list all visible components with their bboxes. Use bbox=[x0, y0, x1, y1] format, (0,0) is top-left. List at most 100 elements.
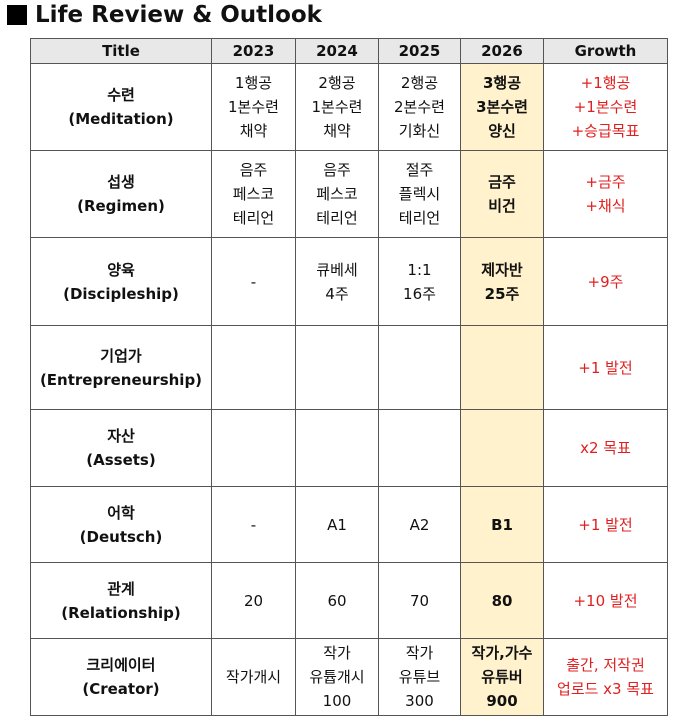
year-2023-cell bbox=[211, 409, 296, 487]
cell-line: 수련 bbox=[107, 86, 135, 104]
cell-line: 1본수련 bbox=[311, 98, 363, 116]
cell-line: 1:1 bbox=[407, 260, 432, 279]
cell-line: 기화신 bbox=[398, 122, 441, 140]
cell-line: 16주 bbox=[403, 284, 436, 303]
row-title-cell: 자산 (Assets) bbox=[30, 409, 212, 487]
cell-line: 2본수련 bbox=[394, 98, 445, 116]
cell-line: (Creator) bbox=[82, 680, 160, 698]
year-2026-cell: B1 bbox=[460, 486, 544, 563]
cell-line: - bbox=[250, 272, 257, 291]
page-heading: Life Review & Outlook bbox=[4, 0, 322, 30]
cell-line: 큐베세 bbox=[316, 260, 358, 279]
year-2024-cell: 작가 유튭개시 100 bbox=[295, 638, 379, 716]
cell-line: (Regimen) bbox=[77, 197, 165, 215]
cell-line: +1 발전 bbox=[578, 358, 633, 377]
cell-line: 채약 bbox=[323, 122, 351, 140]
year-2025-cell: 2행공 2본수련 기화신 bbox=[378, 63, 461, 151]
year-2025-cell: 절주 플렉시 테리언 bbox=[378, 150, 461, 238]
year-2026-cell: 작가,가수 유튜버 900 bbox=[460, 638, 544, 716]
table-row: 크리에이터 (Creator) 작가개시 작가 유튭개시 100 작가 유튜브 300 작가,가수… bbox=[30, 638, 668, 716]
year-2023-cell: 음주 페스코 테리언 bbox=[211, 150, 296, 238]
cell-line: 1본수련 bbox=[228, 98, 279, 116]
year-2025-cell: 1:1 16주 bbox=[378, 237, 461, 326]
row-title-cell: 수련 (Meditation) bbox=[30, 63, 212, 151]
cell-line: x2 목표 bbox=[580, 439, 631, 457]
cell-line: 페스코 bbox=[316, 185, 358, 203]
cell-line: (Meditation) bbox=[68, 110, 174, 128]
row-title-cell: 섭생 (Regimen) bbox=[30, 150, 212, 238]
cell-line: +승급목표 bbox=[571, 122, 640, 140]
cell-line: 80 bbox=[491, 591, 513, 610]
cell-line: (Relationship) bbox=[61, 603, 181, 622]
cell-line: 유튜버 bbox=[481, 668, 523, 686]
cell-line: +1 발전 bbox=[578, 515, 633, 534]
cell-line: 60 bbox=[327, 591, 347, 610]
year-2023-cell: - bbox=[211, 237, 296, 326]
row-title-cell: 크리에이터 (Creator) bbox=[30, 638, 212, 716]
cell-line: 유튜브 bbox=[398, 668, 441, 686]
cell-line: 70 bbox=[409, 591, 430, 610]
growth-cell: +1행공 +1본수련 +승급목표 bbox=[543, 63, 668, 151]
cell-line: +9주 bbox=[587, 272, 624, 291]
cell-line: 작가 bbox=[405, 644, 434, 662]
cell-line: 1행공 bbox=[234, 74, 273, 92]
year-2024-cell bbox=[295, 325, 379, 410]
cell-line: 유튭개시 bbox=[309, 668, 365, 686]
growth-cell: +9주 bbox=[543, 237, 668, 326]
cell-line: 음주 bbox=[323, 161, 351, 179]
growth-cell: +금주 +채식 bbox=[543, 150, 668, 238]
cell-line: (Deutsch) bbox=[79, 527, 163, 546]
table-row: 기업가 (Entrepreneurship) +1 발전 bbox=[30, 325, 668, 410]
cell-line: 테리언 bbox=[232, 209, 275, 227]
table-row: 수련 (Meditation) 1행공 1본수련 채약 2행공 1본수련 채약 2행공 2본수련 기… bbox=[30, 63, 668, 151]
cell-line: 양신 bbox=[488, 122, 516, 140]
cell-line: 채약 bbox=[239, 122, 268, 140]
year-2025-cell bbox=[378, 409, 461, 487]
cell-line: (Assets) bbox=[86, 451, 156, 469]
cell-line: (Entrepreneurship) bbox=[39, 370, 203, 389]
cell-line: 플렉시 bbox=[398, 185, 441, 203]
year-2025-cell bbox=[378, 325, 461, 410]
year-2026-cell: 제자반 25주 bbox=[460, 237, 544, 326]
cell-line: B1 bbox=[491, 515, 513, 534]
table-row: 양육 (Discipleship) - 큐베세 4주 1:1 16주 제자반 25주 +9주 bbox=[30, 237, 668, 326]
cell-line: 3본수련 bbox=[476, 98, 528, 116]
cell-line: +금주 bbox=[585, 173, 626, 191]
cell-line: 2행공 bbox=[318, 74, 356, 92]
cell-line: 작가개시 bbox=[225, 668, 282, 686]
cell-line: 업로드 x3 목표 bbox=[557, 680, 654, 698]
cell-line: 섭생 bbox=[107, 173, 135, 191]
cell-line: +10 발전 bbox=[573, 591, 638, 610]
cell-line: 300 bbox=[405, 692, 434, 710]
cell-line: 작가,가수 bbox=[471, 644, 533, 662]
cell-line: 작가 bbox=[323, 644, 351, 662]
cell-line: +1행공 bbox=[580, 74, 631, 92]
growth-cell: x2 목표 bbox=[543, 409, 668, 487]
table-header-row: Title 2023 2024 2025 2026 Growth bbox=[30, 38, 668, 64]
growth-cell: +1 발전 bbox=[543, 325, 668, 410]
year-2024-cell: 큐베세 4주 bbox=[295, 237, 379, 326]
table-row: 섭생 (Regimen) 음주 페스코 테리언 음주 페스코 테리언 절주 플렉시 테리언 금주 비건 +… bbox=[30, 150, 668, 238]
cell-line: 3행공 bbox=[482, 74, 522, 92]
year-2024-cell: 60 bbox=[295, 562, 379, 639]
cell-line: 제자반 bbox=[481, 260, 523, 279]
table-row: 관계 (Relationship) 20 60 70 80 +10 발전 bbox=[30, 562, 668, 639]
cell-line: 기업가 bbox=[100, 346, 142, 365]
cell-line: 어학 bbox=[107, 503, 135, 522]
cell-line: 테리언 bbox=[316, 209, 358, 227]
year-2024-cell bbox=[295, 409, 379, 487]
cell-line: 크리에이터 bbox=[86, 656, 156, 674]
year-2026-cell bbox=[460, 325, 544, 410]
year-2025-cell: 70 bbox=[378, 562, 461, 639]
heading-square-icon bbox=[7, 5, 27, 25]
cell-line: 관계 bbox=[107, 579, 135, 598]
cell-line: 양육 bbox=[107, 260, 135, 279]
cell-line: A1 bbox=[327, 515, 347, 534]
year-2026-cell: 금주 비건 bbox=[460, 150, 544, 238]
row-title-cell: 어학 (Deutsch) bbox=[30, 486, 212, 563]
